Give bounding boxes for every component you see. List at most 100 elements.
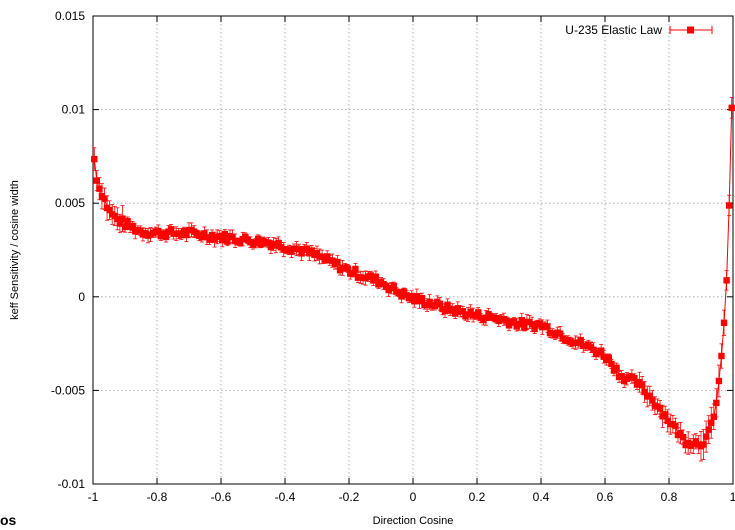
- point-marker: [700, 441, 707, 448]
- point-marker: [155, 227, 162, 235]
- x-tick-label: -0.8: [147, 490, 168, 504]
- point-marker: [449, 306, 456, 313]
- point-marker: [725, 202, 733, 209]
- point-marker: [308, 247, 316, 254]
- y-tick-labels: -0.01 -0.005 0 0.005 0.01 0.015: [51, 9, 85, 491]
- data-point: [728, 97, 735, 119]
- point-marker: [613, 364, 620, 371]
- point-marker: [137, 227, 144, 234]
- point-marker: [723, 277, 730, 284]
- point-marker: [372, 273, 380, 280]
- point-marker: [638, 382, 646, 389]
- point-marker: [116, 220, 124, 227]
- point-marker: [216, 232, 223, 240]
- point-marker: [516, 320, 523, 328]
- point-marker: [252, 240, 259, 247]
- point-marker: [334, 258, 341, 266]
- data-point: [692, 433, 700, 450]
- point-marker: [275, 239, 282, 247]
- x-tick-label: 1: [730, 490, 735, 504]
- point-marker: [679, 433, 687, 441]
- point-marker: [129, 222, 136, 230]
- data-point: [702, 420, 710, 453]
- legend-label: U-235 Elastic Law: [565, 23, 662, 37]
- data-point: [613, 362, 620, 373]
- point-marker: [482, 314, 490, 322]
- point-marker: [531, 325, 538, 333]
- point-marker: [649, 397, 656, 404]
- point-marker: [411, 298, 418, 305]
- point-marker: [178, 231, 185, 239]
- point-marker: [597, 347, 605, 354]
- point-marker: [265, 239, 272, 246]
- point-marker: [641, 388, 648, 396]
- point-marker: [705, 426, 712, 433]
- x-tick-label: 0.8: [661, 490, 678, 504]
- point-marker: [162, 233, 170, 241]
- point-marker: [295, 246, 303, 253]
- point-marker: [677, 429, 684, 437]
- point-marker: [713, 399, 720, 407]
- point-marker: [418, 295, 426, 302]
- point-marker: [544, 323, 551, 330]
- x-tick-label: 0.4: [533, 490, 550, 504]
- y-axis-label: keff Sensitivity / cosine width: [9, 180, 21, 320]
- legend: U-235 Elastic Law: [565, 23, 713, 37]
- x-tick-label: 0.6: [597, 490, 614, 504]
- point-marker: [441, 307, 449, 315]
- data-point: [664, 409, 671, 433]
- point-marker: [167, 226, 175, 233]
- point-marker: [436, 300, 444, 307]
- plot-frame: [92, 15, 734, 485]
- point-marker: [183, 231, 190, 239]
- point-marker: [321, 256, 328, 263]
- y-tick-label: 0.01: [62, 103, 86, 117]
- point-marker: [206, 236, 213, 243]
- point-marker: [408, 292, 415, 300]
- point-marker: [557, 330, 564, 337]
- point-marker: [728, 104, 735, 112]
- x-tick-label: 0: [410, 490, 417, 504]
- point-marker: [114, 215, 121, 222]
- point-marker: [91, 155, 98, 163]
- point-marker: [692, 438, 700, 445]
- axis-ticks: [92, 15, 734, 485]
- corner-text: os: [0, 512, 17, 528]
- point-marker: [646, 392, 653, 399]
- y-tick-label: 0.015: [55, 9, 85, 23]
- legend-marker: [687, 26, 694, 34]
- point-marker: [426, 298, 433, 306]
- point-marker: [201, 230, 208, 237]
- point-marker: [367, 272, 374, 279]
- point-marker: [577, 336, 584, 344]
- point-marker: [254, 235, 262, 242]
- point-marker: [390, 282, 397, 290]
- point-marker: [313, 249, 321, 257]
- point-marker: [459, 308, 467, 315]
- point-marker: [198, 233, 205, 241]
- point-marker: [349, 270, 357, 277]
- data-point: [708, 406, 715, 439]
- point-marker: [710, 413, 717, 420]
- point-marker: [219, 237, 226, 244]
- point-marker: [344, 265, 351, 272]
- data-point: [725, 194, 733, 217]
- point-marker: [518, 317, 525, 324]
- point-marker: [121, 223, 129, 231]
- point-marker: [119, 215, 126, 222]
- x-tick-labels: -1 -0.8 -0.6 -0.4 -0.2 0 0.2 0.4 0.6 0.8 1: [88, 490, 735, 504]
- point-marker: [661, 411, 669, 418]
- x-tick-label: -0.2: [339, 490, 360, 504]
- data-point: [713, 388, 720, 418]
- point-marker: [382, 283, 390, 290]
- point-marker: [618, 373, 625, 380]
- point-marker: [93, 177, 101, 184]
- point-marker: [444, 301, 451, 308]
- point-marker: [298, 250, 305, 257]
- point-marker: [431, 302, 438, 310]
- point-marker: [96, 185, 103, 192]
- y-tick-label: -0.01: [58, 477, 86, 491]
- point-marker: [718, 352, 725, 360]
- x-axis-label: Direction Cosine: [373, 515, 454, 527]
